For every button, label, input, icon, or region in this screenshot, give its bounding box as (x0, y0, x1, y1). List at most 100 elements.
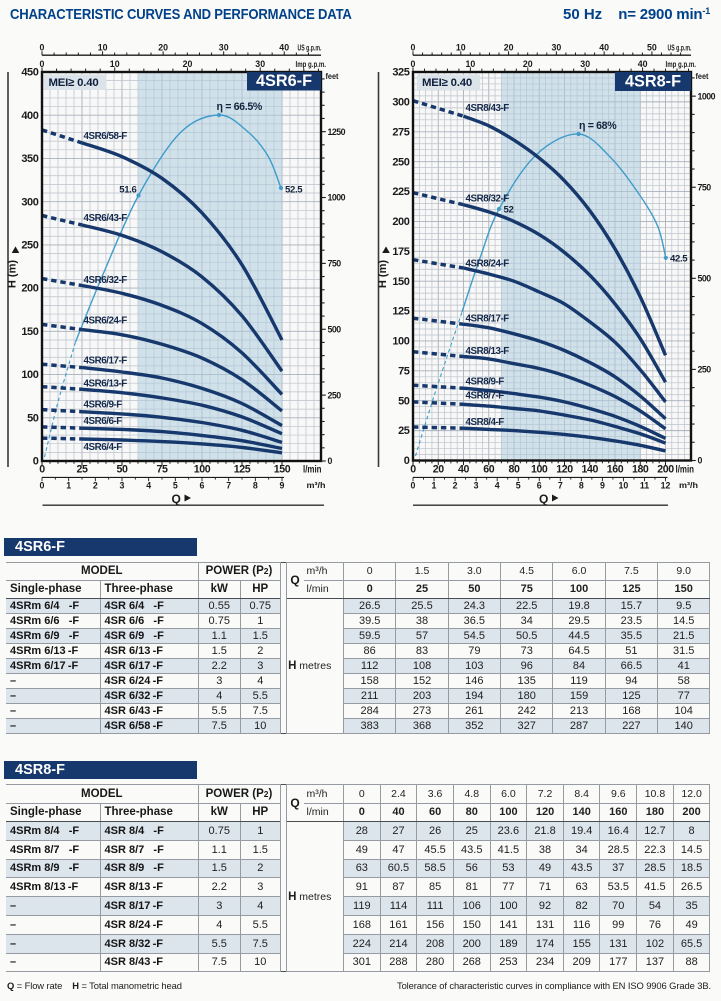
svg-text:0: 0 (33, 456, 39, 468)
svg-text:US g.p.m.: US g.p.m. (298, 42, 322, 52)
svg-text:10: 10 (466, 59, 476, 69)
svg-text:25: 25 (77, 464, 88, 476)
svg-text:4SR8/9-F: 4SR8/9-F (466, 377, 505, 388)
svg-text:40: 40 (638, 59, 648, 69)
svg-text:9: 9 (280, 481, 285, 491)
svg-text:52.5: 52.5 (285, 184, 303, 195)
svg-text:10: 10 (619, 481, 629, 491)
svg-text:0: 0 (411, 59, 416, 69)
svg-text:4SR8/13-F: 4SR8/13-F (466, 346, 510, 357)
svg-text:4: 4 (146, 481, 151, 491)
svg-text:10: 10 (98, 42, 108, 52)
svg-text:750: 750 (698, 182, 712, 192)
svg-text:l/min: l/min (303, 465, 322, 476)
svg-text:Q: Q (539, 492, 548, 506)
svg-text:1000: 1000 (698, 91, 716, 101)
svg-text:5: 5 (516, 481, 521, 491)
svg-text:5: 5 (173, 481, 178, 491)
svg-text:500: 500 (328, 325, 342, 335)
svg-text:250: 250 (328, 390, 342, 400)
svg-text:4SR8-F: 4SR8-F (625, 73, 681, 91)
svg-text:140: 140 (582, 464, 599, 476)
svg-text:0: 0 (410, 464, 416, 476)
svg-text:30: 30 (219, 42, 229, 52)
svg-text:52: 52 (504, 205, 514, 216)
svg-text:2: 2 (93, 481, 98, 491)
svg-text:l/min: l/min (676, 465, 695, 476)
svg-text:4SR6-F: 4SR6-F (256, 72, 312, 90)
svg-text:11: 11 (640, 481, 649, 491)
svg-text:100: 100 (392, 336, 409, 348)
svg-text:Q: Q (172, 492, 181, 506)
svg-text:8: 8 (579, 481, 584, 491)
svg-text:50: 50 (647, 42, 657, 52)
svg-text:4SR6/6-F: 4SR6/6-F (84, 416, 123, 427)
svg-text:4SR6/58-F: 4SR6/58-F (84, 131, 128, 142)
svg-text:275: 275 (392, 126, 409, 138)
svg-text:30: 30 (255, 59, 265, 69)
svg-text:0: 0 (411, 42, 416, 52)
svg-text:20: 20 (523, 59, 533, 69)
svg-text:400: 400 (21, 110, 38, 122)
svg-text:7: 7 (558, 481, 563, 491)
svg-text:450: 450 (21, 67, 38, 79)
svg-text:1: 1 (432, 481, 437, 491)
svg-text:150: 150 (274, 464, 291, 476)
svg-text:50: 50 (398, 395, 410, 407)
svg-text:4SR8/43-F: 4SR8/43-F (466, 103, 510, 114)
svg-text:100: 100 (531, 464, 548, 476)
svg-text:12: 12 (661, 481, 671, 491)
svg-text:feet: feet (696, 71, 709, 81)
svg-text:250: 250 (392, 156, 409, 168)
svg-text:160: 160 (607, 464, 624, 476)
svg-text:4SR8/7-F: 4SR8/7-F (466, 391, 505, 402)
svg-text:0: 0 (40, 59, 45, 69)
svg-text:7: 7 (226, 481, 231, 491)
svg-text:4SR6/13-F: 4SR6/13-F (84, 379, 128, 390)
svg-text:3: 3 (120, 481, 125, 491)
svg-text:30: 30 (580, 59, 590, 69)
svg-text:2: 2 (453, 481, 458, 491)
svg-text:200: 200 (657, 464, 674, 476)
svg-text:4: 4 (495, 481, 500, 491)
svg-text:10: 10 (456, 42, 466, 52)
svg-text:3: 3 (474, 481, 479, 491)
svg-text:250: 250 (21, 240, 38, 252)
svg-text:4SR8/32-F: 4SR8/32-F (466, 194, 510, 205)
svg-text:20: 20 (158, 42, 168, 52)
svg-text:100: 100 (194, 464, 211, 476)
svg-text:80: 80 (509, 464, 520, 476)
svg-text:4SR6/17-F: 4SR6/17-F (84, 356, 128, 367)
svg-text:50: 50 (27, 412, 39, 424)
svg-text:180: 180 (632, 464, 649, 476)
svg-text:300: 300 (21, 196, 38, 208)
svg-text:300: 300 (392, 97, 409, 109)
svg-text:20: 20 (433, 464, 444, 476)
svg-text:120: 120 (556, 464, 573, 476)
svg-text:4SR6/4-F: 4SR6/4-F (84, 442, 123, 453)
svg-text:4SR6/32-F: 4SR6/32-F (84, 275, 128, 286)
svg-text:225: 225 (392, 186, 409, 198)
svg-text:4SR8/24-F: 4SR8/24-F (466, 259, 510, 270)
svg-text:50: 50 (117, 464, 128, 476)
svg-text:4SR6/24-F: 4SR6/24-F (84, 316, 128, 327)
svg-text:150: 150 (21, 326, 38, 338)
svg-text:10: 10 (110, 59, 120, 69)
svg-text:0: 0 (40, 481, 45, 491)
svg-text:0: 0 (40, 42, 45, 52)
svg-text:1: 1 (66, 481, 71, 491)
svg-text:60: 60 (483, 464, 494, 476)
svg-text:η = 66.5%: η = 66.5% (217, 101, 263, 113)
svg-text:m³/h: m³/h (307, 480, 326, 490)
svg-text:4SR6/9-F: 4SR6/9-F (84, 400, 123, 411)
svg-text:75: 75 (398, 365, 410, 377)
svg-text:US g.p.m.: US g.p.m. (668, 42, 692, 52)
svg-text:Imp g.p.m.: Imp g.p.m. (666, 59, 697, 69)
svg-text:125: 125 (234, 464, 251, 476)
svg-text:4SR6/43-F: 4SR6/43-F (84, 213, 128, 224)
svg-text:8: 8 (253, 481, 258, 491)
svg-text:325: 325 (392, 67, 409, 79)
svg-text:9: 9 (600, 481, 605, 491)
svg-text:H (m): H (m) (7, 260, 19, 288)
svg-text:500: 500 (698, 274, 712, 284)
